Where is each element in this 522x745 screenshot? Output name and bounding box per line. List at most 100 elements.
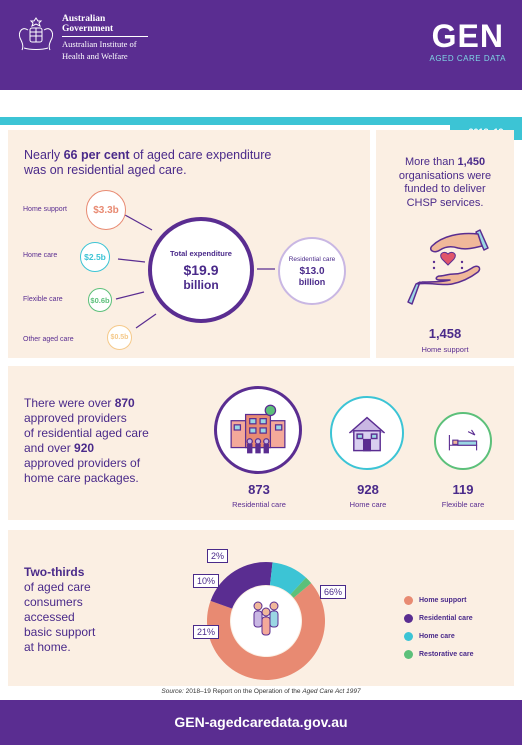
bubble-residential-care: Residential care $13.0 billion	[278, 237, 346, 305]
bubble-other-value: $0.5b	[110, 334, 129, 341]
coat-of-arms-icon	[19, 17, 53, 51]
stat-home-care-number: 928	[357, 482, 379, 497]
expenditure-label-home-care: Home care	[23, 252, 58, 259]
legend-restorative: Restorative care	[404, 650, 473, 659]
consumers-line4: accessed	[24, 610, 75, 624]
legend-home-care: Home care	[404, 632, 455, 641]
bubble-flexible-care: $0.6b	[88, 288, 112, 312]
expenditure-label-flexible-care: Flexible care	[23, 296, 63, 303]
legend-label-restorative: Restorative care	[419, 651, 474, 658]
expenditure-headline: Nearly 66 per cent of aged care expendit…	[24, 148, 354, 178]
footer-url[interactable]: GEN-agedcaredata.gov.au	[0, 700, 522, 745]
source-note: Source: 2018–19 Report on the Operation …	[0, 688, 522, 695]
expenditure-label-other: Other aged care	[23, 336, 74, 343]
legend-residential: Residential care	[404, 614, 473, 623]
source-text: 2018–19 Report on the Operation of the	[185, 688, 303, 695]
bed-drawing	[448, 429, 478, 451]
consumers-line3: consumers	[24, 595, 83, 609]
stat-residential-number: 873	[248, 482, 270, 497]
slice-home-support	[207, 583, 325, 680]
residential-building-icon	[214, 386, 302, 474]
pct-label-residential: 21%	[193, 625, 220, 639]
chsp-line1-a: More than	[404, 156, 458, 168]
chsp-label: Home support	[421, 345, 469, 354]
residential-value: $13.0	[299, 265, 325, 277]
gen-logo[interactable]: GEN AGED CARE DATA	[430, 20, 507, 63]
legend-dot-residential	[404, 614, 413, 623]
gov-line-2: Australian Institute of	[62, 39, 137, 49]
slice-residential-care	[210, 562, 273, 609]
gen-logo-sub: AGED CARE DATA	[429, 54, 506, 63]
chsp-line2: organisations were	[398, 169, 492, 182]
expenditure-headline-d: was on residential aged care.	[24, 163, 187, 177]
providers-line2: approved providers	[24, 411, 127, 425]
bubble-home-support: $3.3b	[86, 190, 126, 230]
legend-label-residential: Residential care	[419, 615, 473, 622]
providers-line1-a: There were over	[24, 396, 115, 410]
legend-dot-restorative	[404, 650, 413, 659]
legend-home-support: Home support	[404, 596, 466, 605]
header-banner: Australian Government Australian Institu…	[0, 0, 522, 90]
slice-home-care	[269, 562, 307, 595]
providers-line3: of residential aged care	[24, 426, 149, 440]
chsp-number: 1,458	[428, 326, 462, 341]
expenditure-headline-a: Nearly	[24, 148, 64, 162]
residential-building-drawing	[230, 404, 286, 454]
house-icon	[330, 396, 404, 470]
slice-restorative-care	[290, 577, 312, 598]
providers-line1-b: 870	[114, 396, 135, 410]
divider-strip	[0, 117, 522, 125]
pct-label-home-care: 10%	[193, 574, 220, 588]
stat-flexible-number: 119	[452, 482, 474, 497]
house-drawing	[348, 416, 386, 452]
chsp-line3: funded to deliver	[404, 183, 486, 195]
chsp-text: More than 1,450 organisations were funde…	[376, 156, 514, 210]
residential-unit: billion	[298, 276, 326, 287]
bed-icon	[434, 412, 492, 470]
legend-dot-home-care	[404, 632, 413, 641]
legend-label-home-care: Home care	[419, 633, 455, 640]
caring-hands-icon	[407, 229, 489, 305]
total-expenditure-value: $19.9	[183, 261, 219, 278]
stat-residential-label: Residential care	[232, 500, 286, 509]
total-expenditure-unit: billion	[183, 277, 219, 292]
bubble-flexible-care-value: $0.6b	[90, 295, 110, 305]
gov-line-1: Australian Government	[62, 14, 148, 37]
pct-label-restorative: 2%	[207, 549, 229, 563]
chsp-line1-b: 1,450	[457, 156, 486, 168]
source-prefix: Source:	[161, 688, 186, 695]
legend-label-home-support: Home support	[419, 597, 467, 604]
total-expenditure-circle: Total expenditure $19.9 billion	[148, 217, 254, 323]
consumers-line2: of aged care	[24, 580, 91, 594]
bubble-home-support-value: $3.3b	[93, 204, 119, 216]
expenditure-label-home-support: Home support	[23, 206, 67, 213]
consumers-line1: Two-thirds	[24, 565, 85, 579]
legend-dot-home-support	[404, 596, 413, 605]
providers-line6: home care packages.	[24, 471, 139, 485]
people-group-icon	[253, 601, 279, 636]
government-logo[interactable]: Australian Government Australian Institu…	[14, 14, 148, 61]
pct-label-home-support: 66%	[320, 585, 347, 599]
providers-text: There were over 870 approved providers o…	[24, 396, 214, 486]
providers-line4-b: 920	[74, 441, 95, 455]
bubble-home-care-value: $2.5b	[84, 252, 106, 262]
consumers-line6: at home.	[24, 640, 71, 654]
gen-logo-text: GEN	[431, 18, 504, 54]
residential-label: Residential care	[288, 255, 336, 263]
total-expenditure-label: Total expenditure	[170, 248, 232, 258]
bubble-other-aged-care: $0.5b	[107, 325, 132, 350]
consumers-line5: basic support	[24, 625, 96, 639]
consumers-text: Two-thirds of aged care consumers access…	[24, 565, 154, 655]
stat-home-care-label: Home care	[349, 500, 387, 509]
stat-flexible-label: Flexible care	[441, 500, 485, 509]
expenditure-headline-b: 66 per cent	[63, 148, 130, 162]
page-title: ROACA key facts	[170, 87, 352, 112]
expenditure-headline-c: of aged care expenditure	[129, 148, 272, 162]
bubble-home-care: $2.5b	[80, 242, 110, 272]
providers-line5: approved providers of	[24, 456, 141, 470]
providers-line4-a: and over	[24, 441, 75, 455]
gov-line-3: Health and Welfare	[62, 51, 128, 61]
source-act: Aged Care Act 1997	[302, 688, 361, 695]
chsp-line4: CHSP services.	[406, 196, 484, 209]
